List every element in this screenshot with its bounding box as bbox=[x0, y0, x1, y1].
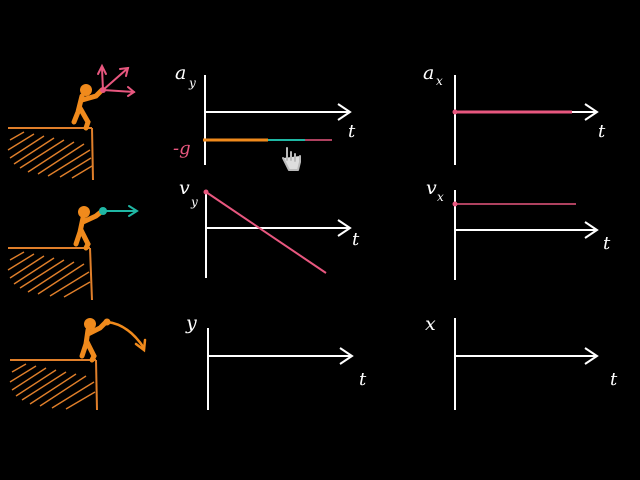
x-axis-label: x bbox=[425, 313, 436, 335]
ax-t-label: t bbox=[598, 121, 606, 142]
scene-2-velocity: v y t v x t bbox=[7, 177, 611, 301]
vx-axis-sub: x bbox=[437, 190, 444, 204]
cliff-1 bbox=[7, 127, 94, 181]
cliff-3 bbox=[9, 359, 98, 411]
scene-1-acceleration: a y t -g a x t bbox=[7, 62, 606, 181]
vy-t-label: t bbox=[352, 229, 360, 250]
ay-axis-label: a bbox=[175, 62, 186, 84]
graph-vx: v x t bbox=[426, 177, 611, 280]
person-3 bbox=[79, 318, 109, 363]
cliff-2 bbox=[7, 247, 93, 301]
graph-ax: a x t bbox=[423, 62, 606, 165]
ay-neg-g-label: -g bbox=[173, 138, 191, 159]
y-t-label: t bbox=[359, 369, 367, 390]
ax-axis-label: a bbox=[423, 62, 434, 84]
vy-line bbox=[205, 191, 327, 274]
acceleration-vectors-1 bbox=[97, 63, 136, 97]
velocity-vector-2 bbox=[99, 205, 139, 217]
x-t-label: t bbox=[610, 369, 618, 390]
vy-axis-sub: y bbox=[190, 195, 198, 209]
scene-3-position: y t x t bbox=[9, 312, 618, 411]
y-axis-label: y bbox=[185, 312, 197, 334]
graph-ay: a y t -g bbox=[173, 62, 356, 171]
graph-vy: v y t bbox=[179, 177, 360, 278]
ay-t-label: t bbox=[348, 121, 356, 142]
vy-axis-label: v bbox=[179, 177, 190, 199]
person-1 bbox=[71, 84, 105, 131]
vx-axis-label: v bbox=[426, 177, 437, 199]
ax-axis-sub: x bbox=[436, 74, 443, 88]
person-2 bbox=[73, 206, 104, 251]
ay-axis-sub: y bbox=[188, 76, 196, 90]
graph-y: y t bbox=[185, 312, 367, 410]
hand-pointer-icon bbox=[282, 147, 301, 171]
graph-x: x t bbox=[425, 313, 618, 410]
vx-t-label: t bbox=[603, 233, 611, 254]
trajectory-vector-3 bbox=[103, 318, 147, 353]
